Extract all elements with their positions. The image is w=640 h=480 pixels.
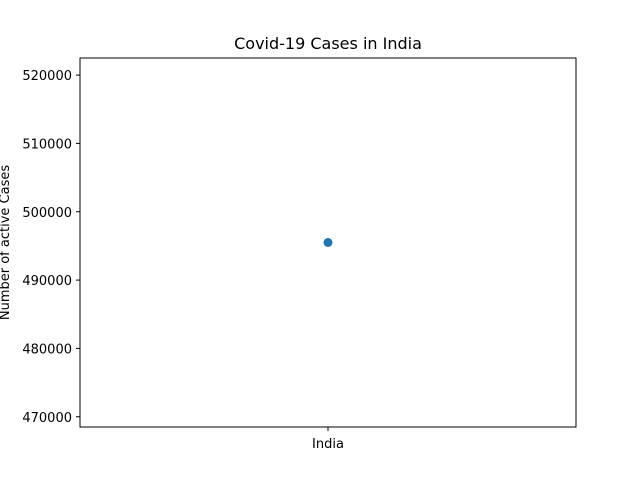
chart-title: Covid-19 Cases in India bbox=[234, 34, 422, 53]
y-tick-label: 520000 bbox=[22, 69, 72, 84]
y-tick-label: 480000 bbox=[22, 342, 72, 357]
y-tick-label: 500000 bbox=[22, 206, 72, 221]
y-tick-label: 490000 bbox=[22, 274, 72, 289]
x-axis: India bbox=[312, 427, 344, 452]
x-tick-label: India bbox=[312, 437, 344, 452]
data-point bbox=[323, 238, 333, 247]
y-tick-label: 510000 bbox=[22, 137, 72, 152]
y-axis-label: Number of active Cases bbox=[0, 165, 13, 320]
y-axis: 470000 480000 490000 500000 510000 520000 bbox=[22, 69, 80, 426]
y-tick-label: 470000 bbox=[22, 411, 72, 426]
data-points bbox=[323, 238, 333, 247]
